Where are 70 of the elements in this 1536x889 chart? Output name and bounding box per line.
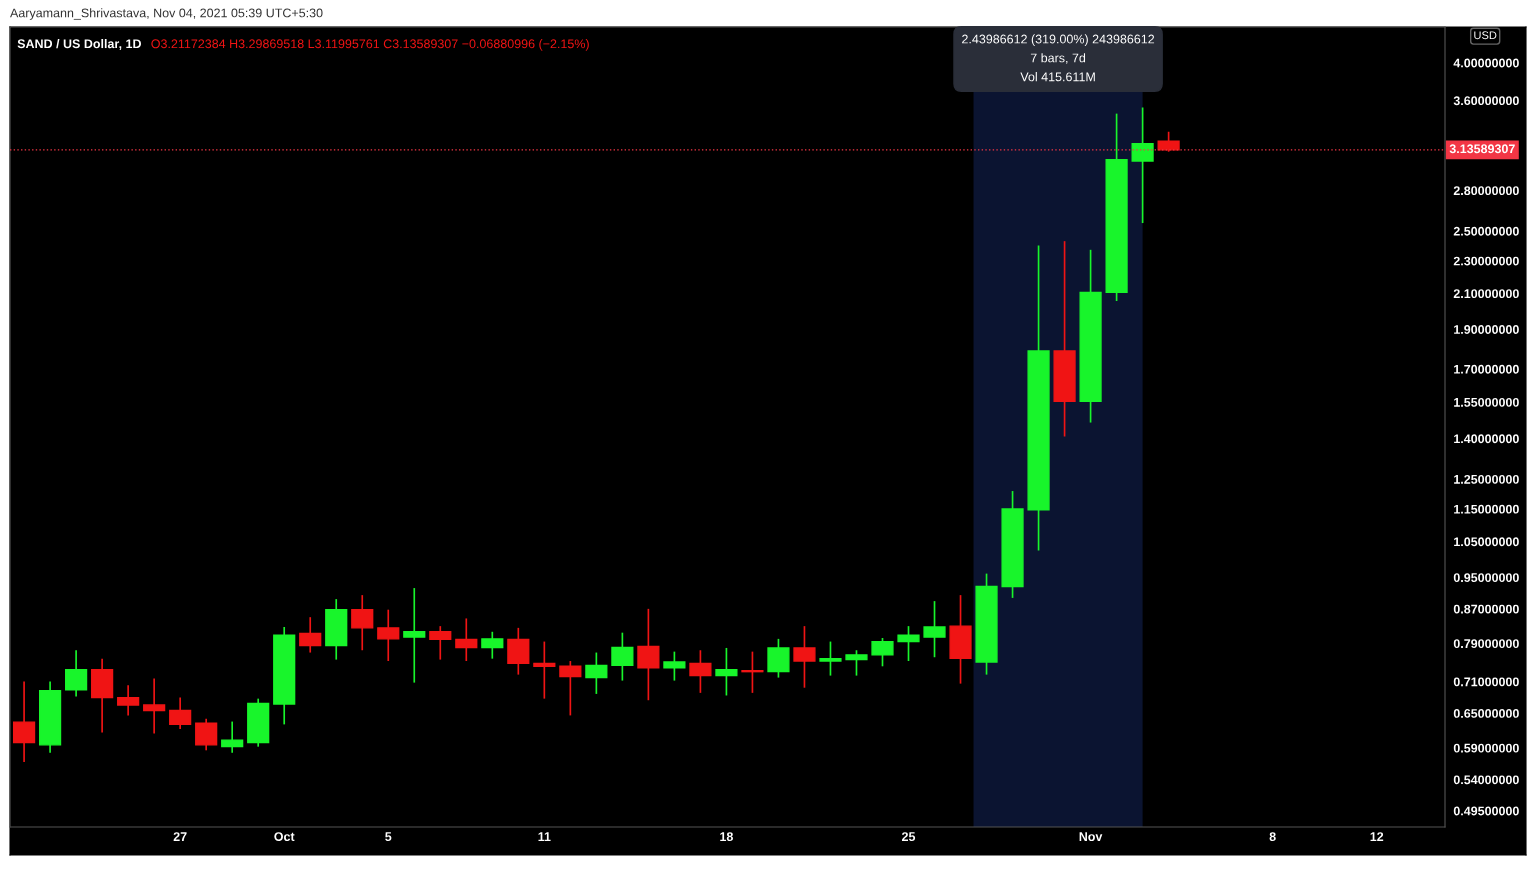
y-tick-label: 3.60000000: [1453, 96, 1519, 106]
candlestick: [169, 696, 192, 730]
y-tick-label: 0.71000000: [1453, 677, 1519, 687]
candlestick: [299, 616, 322, 654]
y-tick-label: 0.79000000: [1453, 639, 1519, 649]
candlestick: [481, 630, 504, 660]
text: SAND / US Dollar, 1D: [17, 39, 141, 50]
candlestick: [195, 717, 218, 752]
x-tick-label: Nov: [1079, 832, 1103, 842]
x-tick-label: 25: [901, 832, 916, 842]
candlestick: [377, 608, 400, 662]
y-tick-label: 0.87000000: [1453, 604, 1519, 614]
y-tick-label: 1.25000000: [1454, 474, 1519, 484]
candlestick: [533, 640, 556, 700]
y-tick-label: 0.54000000: [1453, 775, 1519, 785]
annotation: 2.43986612 (319.00%) 243986612: [962, 34, 1155, 46]
candlestick: [12, 680, 36, 763]
candlestick: [741, 650, 764, 694]
candlestick: [351, 594, 374, 652]
candlestick: [143, 677, 166, 735]
text: Aaryamann_Shrivastava, Nov 04, 2021 05:39 UTC+5:30: [10, 8, 323, 20]
x-tick-label: 8: [1269, 832, 1276, 842]
x-tick-label: 5: [385, 832, 392, 842]
y-tick-label: 0.65000000: [1453, 709, 1519, 718]
candlestick: [1157, 130, 1180, 153]
candlestick: [715, 647, 738, 697]
y-tick-label: 2.50000000: [1453, 226, 1519, 236]
y-tick-label: 1.55000000: [1454, 397, 1519, 407]
y-tick-label: 1.90000000: [1454, 325, 1519, 334]
candlestick: [819, 640, 842, 677]
candlestick: [221, 720, 244, 754]
y-tick-label: 1.05000000: [1454, 537, 1519, 547]
text: O3.21172384 H3.29869518 L3.11995761 C3.13589307 −0.06880996 (−2.15%): [151, 39, 589, 51]
y-tick-label: 1.40000000: [1454, 434, 1519, 444]
candlestick: [117, 684, 140, 717]
candlestick: [897, 625, 920, 662]
y-tick-label: 0.95000000: [1453, 573, 1519, 583]
annotation: Vol 415.611M: [1020, 72, 1095, 82]
candlestick: [559, 660, 582, 717]
x-tick-label: 27: [173, 832, 187, 841]
ref-line-label: 3.13589307: [1449, 144, 1515, 154]
candlestick: [403, 587, 426, 684]
annotation: 7 bars, 7d: [1030, 53, 1086, 64]
candlestick: [923, 600, 946, 659]
y-tick-label: 0.49500000: [1453, 806, 1519, 816]
y-tick-label: 1.15000000: [1454, 504, 1519, 514]
candlestick: [611, 631, 634, 682]
candlestick: [455, 617, 478, 662]
x-tick-label: 11: [538, 832, 551, 841]
candlestick: [429, 625, 452, 661]
candlestick: [793, 625, 816, 689]
y-tick-label: 4.00000000: [1453, 58, 1519, 68]
y-tick-label: 1.70000000: [1454, 364, 1519, 374]
x-tick-label: 12: [1370, 832, 1384, 841]
y-tick-label: 2.30000000: [1453, 256, 1519, 266]
candlestick: [663, 650, 686, 682]
candlestick: [689, 649, 712, 694]
candlestick: [65, 649, 88, 698]
candlestick: [845, 649, 868, 677]
candlestick: [1131, 106, 1154, 224]
candlestick: [767, 638, 790, 679]
x-tick-label: 18: [720, 832, 733, 842]
y-tick-label: 0.59000000: [1453, 743, 1519, 753]
candlestick: [871, 637, 894, 668]
y-tick-label: 2.10000000: [1453, 289, 1519, 299]
y-axis-title: USD: [1474, 31, 1497, 40]
candlestick: [637, 608, 660, 702]
candlestick: [585, 651, 608, 695]
x-tick-label: Oct: [274, 832, 295, 842]
y-tick-label: 2.80000000: [1453, 186, 1519, 196]
